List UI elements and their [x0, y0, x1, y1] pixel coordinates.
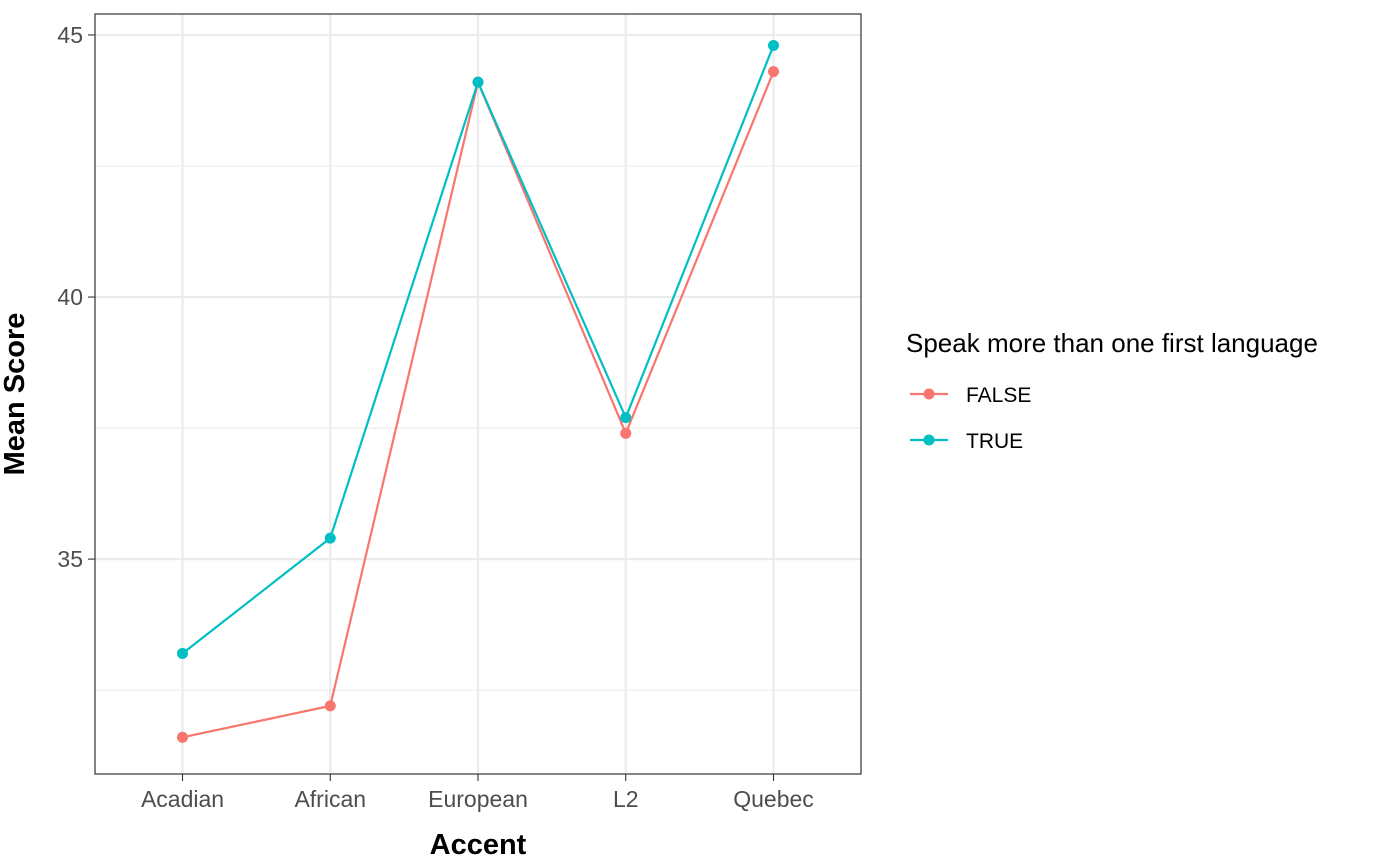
x-axis-title: Accent — [430, 829, 527, 861]
data-point-false — [620, 427, 632, 439]
y-axis-title: Mean Score — [0, 313, 31, 476]
x-tick-label: L2 — [613, 786, 639, 812]
legend-keys: FALSE TRUE — [910, 384, 1031, 453]
y-tick-label: 40 — [57, 284, 83, 310]
x-tick-label: Quebec — [733, 786, 814, 812]
y-axis: 35 40 45 — [57, 22, 95, 572]
data-point-true — [177, 647, 188, 659]
data-point-false — [177, 731, 188, 743]
y-tick-label: 35 — [57, 546, 83, 572]
data-point-true — [620, 412, 632, 424]
data-point-true — [768, 39, 779, 51]
legend-label-true: TRUE — [966, 430, 1023, 453]
series-layer — [177, 39, 779, 743]
legend-key-point-true — [923, 434, 935, 446]
legend-title: Speak more than one first language — [906, 328, 1318, 358]
legend-key-point-false — [923, 388, 935, 400]
major-gridlines — [95, 14, 861, 774]
x-axis: Acadian African European L2 Quebec — [141, 774, 814, 812]
legend-label-false: FALSE — [966, 384, 1031, 407]
x-tick-label: African — [294, 786, 366, 812]
x-tick-label: Acadian — [141, 786, 224, 812]
y-tick-label: 45 — [57, 22, 83, 48]
data-point-false — [324, 700, 336, 712]
data-point-false — [768, 66, 779, 78]
data-point-true — [472, 76, 484, 88]
data-point-true — [324, 532, 336, 544]
x-tick-label: European — [428, 786, 528, 812]
legend: Speak more than one first language FALSE… — [906, 328, 1318, 453]
